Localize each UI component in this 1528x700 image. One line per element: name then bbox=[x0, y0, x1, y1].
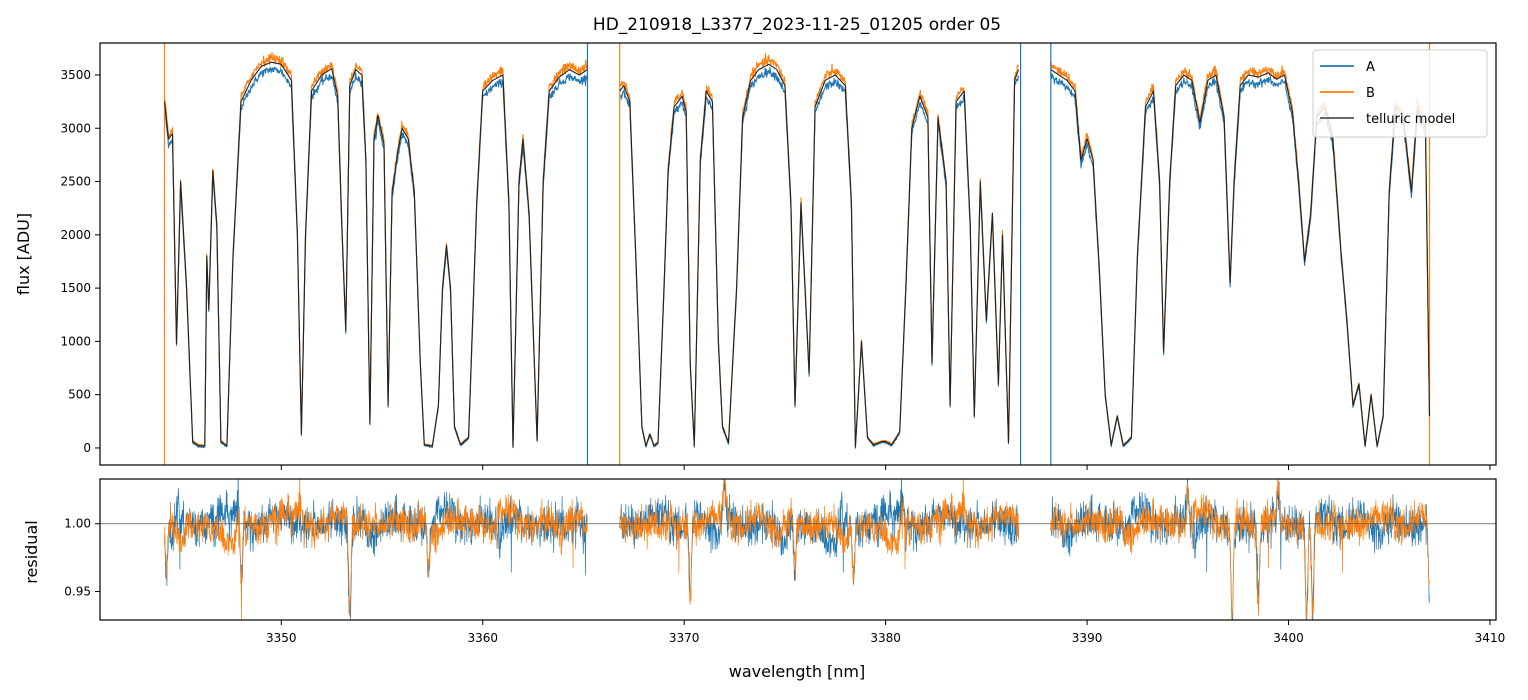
residual-x-tick-label: 3380 bbox=[870, 631, 901, 645]
flux-axes-frame bbox=[99, 42, 1497, 466]
residual-y-tick-label: 1.00 bbox=[64, 517, 91, 531]
flux-y-tick-label: 1000 bbox=[60, 334, 91, 348]
flux-y-axis-label: flux [ADU] bbox=[14, 213, 33, 295]
legend-label: A bbox=[1366, 60, 1375, 75]
flux-y-tick-label: 1500 bbox=[60, 281, 91, 295]
flux-y-tick-label: 2500 bbox=[60, 175, 91, 189]
residual-b-line bbox=[1050, 479, 1430, 620]
residual-axes-frame bbox=[99, 478, 1497, 621]
residual-x-tick-label: 3350 bbox=[266, 631, 297, 645]
residual-b-line bbox=[164, 479, 588, 620]
telluric-model-line bbox=[1050, 69, 1431, 447]
legend-box bbox=[1312, 49, 1488, 138]
residual-plot-area bbox=[100, 479, 1496, 620]
residual-x-tick-label: 3410 bbox=[1475, 631, 1506, 645]
residual-panel: 0.95 1.00 3350 3360 3370 3380 3390 3400 3410 re… bbox=[22, 478, 1505, 681]
residual-y-tick-label: 0.95 bbox=[64, 585, 91, 599]
flux-y-tick-label: 0 bbox=[83, 441, 91, 455]
flux-y-tick-label: 500 bbox=[68, 388, 91, 402]
flux-y-axis: 0 500 1000 1500 2000 2500 3000 3500 bbox=[60, 68, 100, 455]
chart-title: HD_210918_L3377_2023-11-25_01205 order 0… bbox=[593, 15, 1001, 35]
telluric-model-line bbox=[163, 61, 588, 448]
legend-label: telluric model bbox=[1366, 112, 1455, 127]
residual-y-axis-label: residual bbox=[22, 520, 41, 583]
flux-y-tick-label: 3500 bbox=[60, 68, 91, 82]
legend-label: B bbox=[1366, 86, 1375, 101]
residual-y-axis: 0.95 1.00 bbox=[64, 517, 100, 599]
residual-x-tick-label: 3390 bbox=[1072, 631, 1103, 645]
residual-x-axis: 3350 3360 3370 3380 3390 3400 3410 bbox=[266, 620, 1505, 645]
residual-x-tick-label: 3360 bbox=[467, 631, 498, 645]
residual-b-line bbox=[619, 479, 1019, 605]
flux-y-tick-label: 3000 bbox=[60, 121, 91, 135]
residual-x-tick-label: 3400 bbox=[1273, 631, 1304, 645]
flux-x-axis bbox=[280, 465, 1491, 470]
residual-x-tick-label: 3370 bbox=[669, 631, 700, 645]
x-axis-label: wavelength [nm] bbox=[729, 662, 866, 681]
telluric-model-line bbox=[619, 63, 1020, 448]
flux-y-tick-label: 2000 bbox=[60, 228, 91, 242]
